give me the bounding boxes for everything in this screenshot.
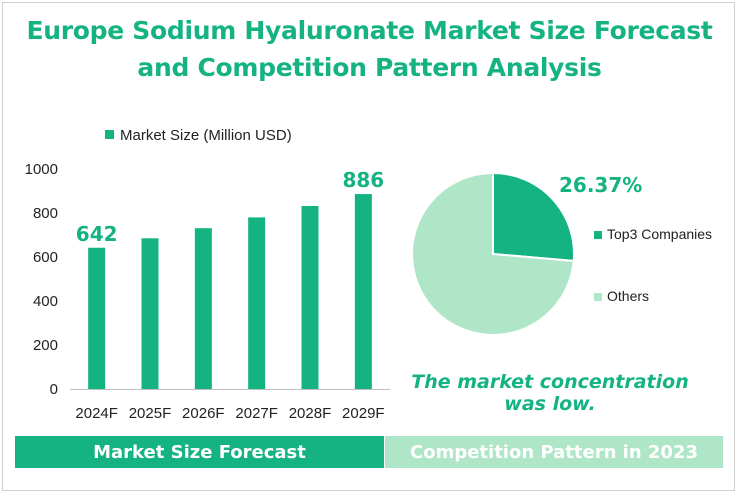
- x-tick-label: 2025F: [129, 405, 172, 422]
- bar: [301, 205, 319, 389]
- competition-pattern-band: Competition Pattern in 2023: [385, 436, 723, 468]
- bar-legend-label: Market Size (Million USD): [120, 127, 292, 144]
- pie-slice: [492, 171, 575, 263]
- chart-frame: [2, 2, 735, 491]
- x-tick-label: 2027F: [235, 405, 278, 422]
- y-tick-label: 400: [33, 293, 58, 310]
- bar: [141, 238, 159, 389]
- note-line-2: was low.: [504, 393, 596, 415]
- y-tick-label: 0: [50, 381, 58, 398]
- title-line-2: and Competition Pattern Analysis: [137, 53, 602, 82]
- y-tick-label: 800: [33, 205, 58, 222]
- pie-legend-label: Others: [607, 288, 649, 304]
- bar: [354, 194, 372, 389]
- x-tick-label: 2026F: [182, 405, 225, 422]
- market-size-forecast-band: Market Size Forecast: [15, 436, 384, 468]
- note-line-1: The market concentration: [411, 371, 689, 393]
- y-tick-label: 1000: [25, 161, 58, 178]
- pie-data-label: 26.37%: [559, 173, 642, 197]
- bar: [88, 247, 106, 389]
- bar-legend-swatch: [105, 130, 114, 139]
- page-title: Europe Sodium Hyaluronate Market Size Fo…: [0, 12, 739, 86]
- bar-data-label: 642: [76, 222, 118, 246]
- y-tick-label: 600: [33, 249, 58, 266]
- x-tick-label: 2024F: [75, 405, 118, 422]
- title-line-1: Europe Sodium Hyaluronate Market Size Fo…: [26, 16, 713, 45]
- bar: [248, 217, 266, 389]
- x-tick-label: 2029F: [342, 405, 385, 422]
- y-tick-label: 200: [33, 337, 58, 354]
- bar-data-label: 886: [342, 168, 384, 192]
- pie-legend-swatch: [594, 231, 602, 239]
- bar: [194, 228, 212, 389]
- x-tick-label: 2028F: [289, 405, 332, 422]
- pie-slice: [411, 171, 575, 336]
- conclusion-note: The market concentration was low.: [395, 371, 705, 415]
- pie-legend-label: Top3 Companies: [607, 226, 712, 242]
- pie-legend-swatch: [594, 293, 602, 301]
